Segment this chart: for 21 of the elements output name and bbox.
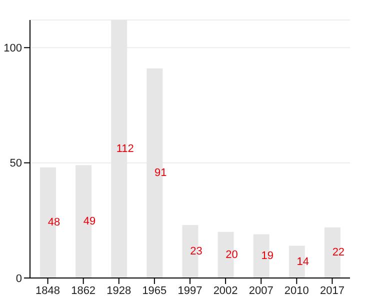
x-tick-label: 2007: [248, 284, 274, 297]
data-label: 48: [48, 216, 60, 229]
x-tick-label: 2017: [320, 284, 344, 297]
data-label: 22: [332, 246, 345, 259]
data-label: 20: [226, 248, 238, 261]
x-tick-label: 2010: [284, 284, 309, 297]
x-tick-label: 1848: [36, 284, 60, 297]
y-tick-label: 100: [4, 42, 22, 55]
x-tick-label: 1997: [178, 284, 202, 297]
y-tick-label: 50: [10, 158, 22, 170]
x-tick-label: 1965: [142, 284, 167, 297]
y-tick-label: 0: [16, 272, 22, 285]
data-label: 14: [296, 256, 310, 268]
data-label: 19: [261, 250, 274, 262]
data-label: 49: [83, 215, 96, 228]
data-label: 23: [190, 245, 202, 258]
x-tick-label: 1928: [106, 284, 132, 297]
data-label: 91: [154, 167, 167, 180]
x-tick-label: 1862: [71, 284, 96, 297]
data-label: 112: [116, 142, 134, 155]
x-tick-label: 2002: [213, 284, 238, 297]
